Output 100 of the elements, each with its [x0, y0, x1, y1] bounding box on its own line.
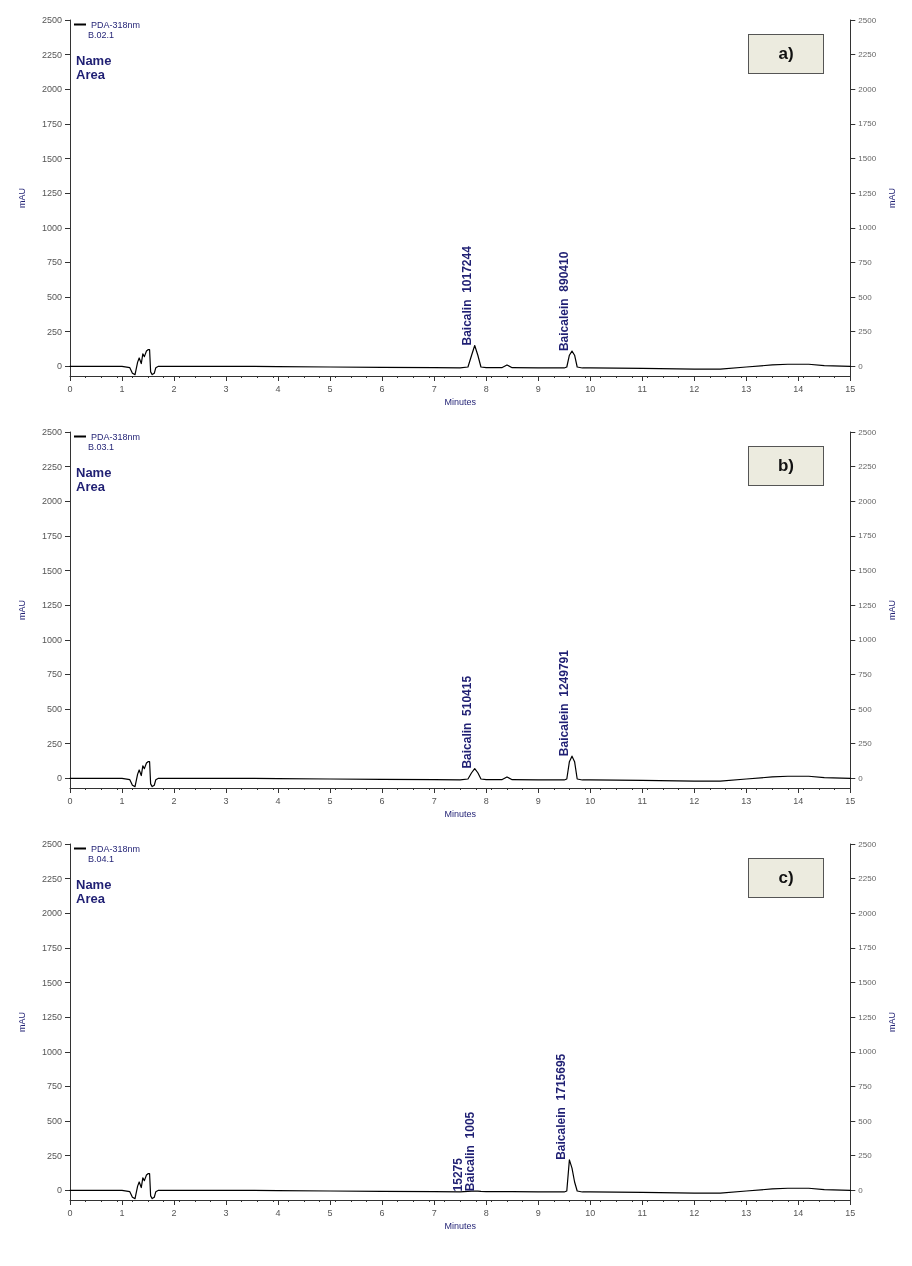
x-tick-label: 4 [275, 383, 281, 394]
x-tick-label: 3 [223, 1207, 229, 1218]
y2-tick-label: 1000 [858, 1047, 877, 1057]
x-tick-label: 7 [431, 1207, 437, 1218]
y2-tick-label: 2000 [858, 908, 877, 918]
x-axis-title: Minutes [444, 809, 477, 820]
x-tick-label: 3 [223, 795, 229, 806]
y-tick-label: 2000 [41, 496, 62, 507]
y-tick-label: 2500 [41, 839, 62, 849]
x-tick-label: 14 [793, 383, 804, 394]
x-tick-label: 0 [67, 795, 73, 806]
legend-label: PDA-318nm [91, 843, 141, 854]
y2-tick-label: 1250 [858, 600, 877, 610]
y-tick-label: 0 [56, 1185, 62, 1196]
annotation: Baicalin 510415 [459, 675, 474, 769]
y2-axis-title: mAU [886, 600, 897, 620]
annotation: Area [76, 67, 106, 82]
x-tick-label: 0 [67, 1207, 73, 1218]
legend-label: PDA-318nm [91, 19, 141, 30]
y2-tick-label: 1250 [858, 1012, 877, 1022]
annotation: B.03.1 [88, 441, 115, 452]
x-tick-label: 10 [585, 1207, 596, 1218]
y-tick-label: 2000 [41, 84, 62, 95]
annotation: Name [76, 877, 112, 892]
y2-tick-label: 500 [858, 1116, 873, 1126]
x-tick-label: 1 [119, 795, 125, 806]
y-tick-label: 500 [46, 1116, 62, 1127]
y-tick-label: 750 [46, 1081, 62, 1092]
y-tick-label: 2500 [41, 427, 62, 437]
y2-tick-label: 750 [858, 669, 873, 679]
y-tick-label: 1250 [41, 600, 62, 611]
y-tick-label: 1250 [41, 1012, 62, 1023]
y-tick-label: 1500 [41, 153, 62, 164]
y-tick-label: 500 [46, 292, 62, 303]
annotation: Name [76, 53, 112, 68]
y-axis-title: mAU [16, 600, 27, 620]
y2-tick-label: 2250 [858, 874, 877, 884]
x-tick-label: 11 [637, 795, 647, 806]
y2-tick-label: 250 [858, 739, 873, 749]
x-tick-label: 6 [379, 1207, 385, 1218]
x-tick-label: 13 [741, 383, 752, 394]
y2-tick-label: 2500 [858, 15, 877, 25]
y-tick-label: 0 [56, 361, 62, 372]
x-tick-label: 14 [793, 1207, 804, 1218]
x-tick-label: 0 [67, 383, 73, 394]
x-tick-label: 7 [431, 383, 437, 394]
annotation: Baicalin 1017244 [459, 245, 474, 346]
annotation: Name [76, 465, 112, 480]
y2-tick-label: 1000 [858, 635, 877, 645]
x-tick-label: 8 [483, 383, 489, 394]
y2-tick-label: 1750 [858, 943, 877, 953]
y2-tick-label: 750 [858, 1081, 873, 1091]
x-tick-label: 3 [223, 383, 229, 394]
y-tick-label: 1750 [41, 530, 62, 541]
x-tick-label: 15 [845, 383, 856, 394]
x-tick-label: 8 [483, 795, 489, 806]
x-tick-label: 5 [327, 1207, 333, 1218]
x-tick-label: 6 [379, 795, 385, 806]
annotation: Baicalin 1005 [463, 1111, 478, 1192]
x-axis-title: Minutes [444, 1221, 477, 1232]
y2-tick-label: 1250 [858, 188, 877, 198]
y-tick-label: 1250 [41, 188, 62, 199]
x-tick-label: 2 [171, 795, 177, 806]
y2-tick-label: 250 [858, 327, 873, 337]
y-tick-label: 2000 [41, 908, 62, 919]
x-tick-label: 12 [689, 383, 700, 394]
x-tick-label: 15 [845, 1207, 856, 1218]
y-tick-label: 1000 [41, 1046, 62, 1057]
y-tick-label: 500 [46, 704, 62, 715]
y2-tick-label: 250 [858, 1151, 873, 1161]
x-tick-label: 1 [119, 1207, 125, 1218]
annotation: B.02.1 [88, 29, 115, 40]
x-tick-label: 11 [637, 383, 647, 394]
y-tick-label: 750 [46, 257, 62, 268]
y2-tick-label: 0 [858, 361, 864, 371]
x-tick-label: 13 [741, 1207, 752, 1218]
x-tick-label: 10 [585, 383, 596, 394]
y2-tick-label: 1500 [858, 154, 877, 164]
y2-tick-label: 2250 [858, 462, 877, 472]
y-axis-title: mAU [16, 188, 27, 208]
y-tick-label: 1750 [41, 942, 62, 953]
y-tick-label: 1750 [41, 118, 62, 129]
y2-tick-label: 2500 [858, 427, 877, 437]
y2-tick-label: 1000 [858, 223, 877, 233]
y2-tick-label: 500 [858, 292, 873, 302]
x-tick-label: 7 [431, 795, 437, 806]
x-tick-label: 2 [171, 1207, 177, 1218]
y-tick-label: 250 [46, 326, 62, 337]
x-tick-label: 13 [741, 795, 752, 806]
x-axis-title: Minutes [444, 397, 477, 408]
x-tick-label: 9 [535, 795, 541, 806]
annotation: Area [76, 891, 106, 906]
y2-tick-label: 1750 [858, 119, 877, 129]
y2-tick-label: 500 [858, 704, 873, 714]
y-axis-title: mAU [16, 1012, 27, 1032]
y2-tick-label: 0 [858, 773, 864, 783]
y2-tick-label: 2250 [858, 50, 877, 60]
annotation: 15275 [451, 1157, 466, 1192]
y2-tick-label: 1750 [858, 531, 877, 541]
x-tick-label: 6 [379, 383, 385, 394]
